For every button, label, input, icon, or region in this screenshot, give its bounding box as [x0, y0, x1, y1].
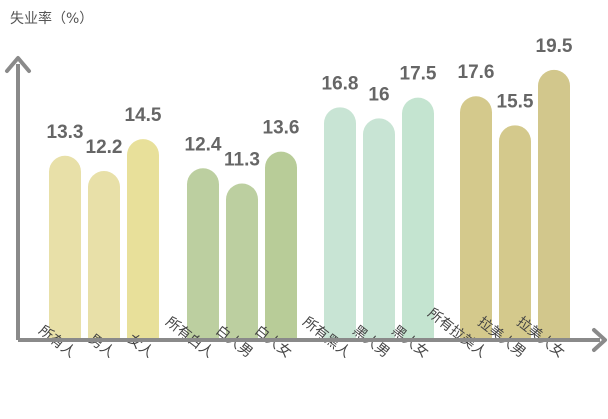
bar-1 — [49, 155, 81, 340]
value-label-9: 17.5 — [400, 64, 437, 85]
value-labels-group: 13.312.214.5 12.411.313.6 16.8 16 17.5 17.615… — [47, 36, 573, 171]
value-label-1: 13.3 — [47, 122, 84, 143]
bar-12 — [538, 69, 570, 341]
axes-group — [5, 56, 607, 352]
bar-9 — [402, 97, 434, 340]
value-label-4: 12.4 — [185, 134, 222, 155]
bar-3 — [127, 139, 159, 340]
bar-2 — [88, 171, 120, 340]
value-label-10: 17.6 — [458, 62, 495, 83]
value-label-12: 19.5 — [536, 36, 573, 57]
bar-8 — [363, 118, 395, 340]
bar-10 — [460, 96, 492, 341]
value-label-11: 15.5 — [497, 91, 534, 112]
y-axis-arrow-icon — [5, 56, 31, 73]
y-axis-label: 失业率（%） — [10, 11, 94, 27]
value-label-3: 14.5 — [125, 105, 162, 126]
x-axis-arrow-icon — [592, 328, 607, 352]
bar-5 — [226, 183, 258, 340]
value-label-5: 11.3 — [224, 149, 260, 170]
value-label-6: 13.6 — [263, 118, 300, 139]
bar-6 — [265, 151, 297, 340]
value-label-8: 16 — [368, 84, 389, 105]
bar-11 — [499, 125, 531, 340]
value-label-2: 12.2 — [86, 137, 123, 158]
bar-7 — [324, 107, 356, 340]
bar-4 — [187, 168, 219, 340]
bars-group — [49, 69, 570, 341]
value-label-7: 16.8 — [322, 73, 359, 94]
